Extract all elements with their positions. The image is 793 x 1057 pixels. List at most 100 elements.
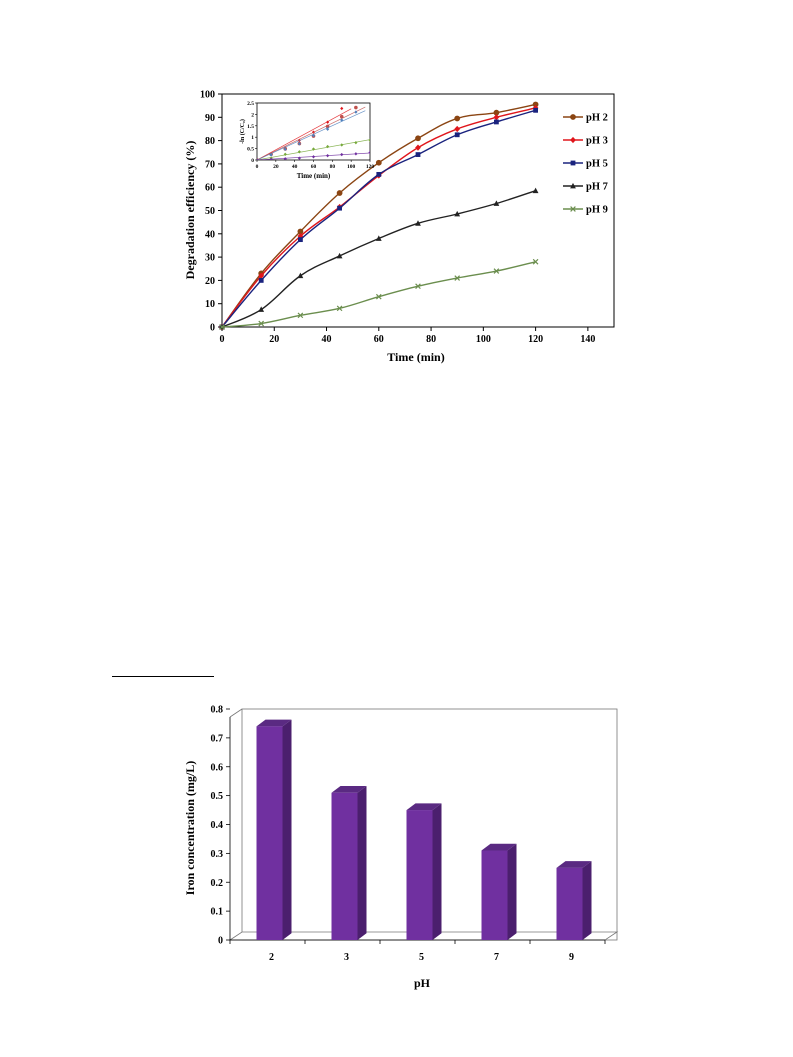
inset-y-tick-label: 0 [251,158,254,164]
bar-y-tick-label: 0.1 [211,907,224,918]
y-tick-label: 50 [205,206,215,217]
x-tick-label: 120 [528,334,543,345]
inset-data-point [311,133,316,138]
inset-data-point [283,157,287,160]
inset-data-point [354,110,358,114]
bar-top-face [331,785,367,793]
bar-y-tick-label: 0.6 [211,762,224,773]
bar-y-tick-label: 0.8 [211,705,224,716]
line-chart-x-axis-title: Time (min) [387,350,444,364]
inset-data-point [326,127,330,131]
bar-y-tick-label: 0.5 [211,791,224,802]
legend-label: pH 7 [586,182,608,193]
y-tick-label: 90 [205,113,215,124]
inset-data-point [340,118,344,122]
data-point [454,115,461,122]
line-chart-legend: pH 2 pH 3 pH 5 pH 7 pH 9 [563,113,608,216]
bar-y-tick-label: 0.3 [211,849,224,860]
data-point [532,258,539,265]
inset-data-point [257,158,259,160]
inset-x-tick-label: 20 [273,164,279,170]
data-point [494,119,499,125]
iron-concentration-bar-chart: 0 0.1 0.2 0.3 0.4 0.5 0.6 0.7 0.8 2 3 5 7 9 pH Iron c… [183,705,619,990]
inset-data-point [269,153,273,157]
inset-data-point [283,147,287,151]
bar-pH-3 [331,792,358,940]
bar-side-face [507,843,517,940]
y-tick-label: 0 [210,323,215,334]
data-point [493,268,500,274]
data-point [376,171,382,177]
data-point [454,210,461,217]
data-point [336,305,343,312]
legend-label: pH 9 [586,205,608,216]
legend-label: pH 2 [586,113,608,124]
bar-side-face [357,785,367,940]
inset-data-point [311,147,316,151]
inset-data-point [326,153,330,158]
inset-y-tick-label: 2.5 [247,101,254,107]
inset-data-point [339,114,344,119]
line-chart-series [219,101,539,331]
bar-y-tick-label: 0.4 [211,820,224,831]
inset-data-point [340,152,344,157]
line-chart-y-axis-title: Degradation efficiency (%) [183,141,197,280]
inset-fit-line [257,152,370,160]
series-line-ph-7 [221,190,536,328]
bar-pH-2 [256,726,283,940]
inset-x-tick-label: 40 [292,164,298,170]
data-point [258,306,265,312]
data-point [297,312,304,319]
y-tick-label: 80 [205,136,215,147]
y-tick-label: 20 [205,276,215,287]
bar-top-face [556,861,592,868]
bar-x-tick-label: 9 [569,952,574,963]
bar-chart-x-axis-title: pH [414,976,431,990]
inset-data-point [297,142,301,146]
inset-fit-line [257,106,366,160]
inset-y-tick-label: 1 [251,135,254,141]
inset-x-axis-title: Time (min) [297,172,331,180]
data-point [375,235,382,241]
bar-chart-bars [256,719,592,940]
inset-chart: 0 20 40 60 80 100 120 0 0.5 1 1.5 2 2.5 Time (min) -ln… [239,101,374,180]
bar-side-face [432,803,442,940]
data-point [258,272,265,279]
inset-y-axis-title: -ln (C/C₀) [239,119,246,144]
y-tick-label: 100 [200,90,215,101]
bar-x-tick-label: 3 [344,952,349,963]
data-point [493,200,500,206]
inset-x-tick-label: 0 [256,164,259,170]
data-point [493,114,500,121]
bar-pH-9 [556,867,583,940]
data-point [415,220,421,226]
inset-fit-line [257,108,352,160]
legend-label: pH 5 [586,159,608,170]
x-tick-label: 60 [374,334,384,345]
x-tick-label: 0 [220,334,225,345]
legend-marker [570,182,576,189]
inset-data-point [311,155,316,159]
inset-y-tick-label: 1.5 [247,124,254,130]
degradation-line-chart: 0 20 40 60 80 100 120 1400102030405060708090100… [183,90,615,364]
bar-x-tick-label: 2 [269,952,274,963]
legend-label: pH 3 [586,136,608,147]
data-point [454,125,461,133]
bar-x-tick-label: 5 [419,952,424,963]
data-point [533,107,538,113]
bar-top-face [256,719,292,727]
inset-data-point [354,140,358,145]
legend-marker [570,160,576,166]
x-tick-label: 80 [426,334,436,345]
inset-data-point [297,156,301,160]
inset-data-point [340,143,344,147]
data-point [532,187,539,194]
inset-y-tick-label: 0.5 [247,147,254,153]
legend-marker [570,114,576,120]
data-point [415,283,421,290]
inset-y-tick-label: 2 [251,112,254,118]
y-tick-label: 10 [205,299,215,310]
data-point [297,272,304,279]
data-point [336,252,343,259]
